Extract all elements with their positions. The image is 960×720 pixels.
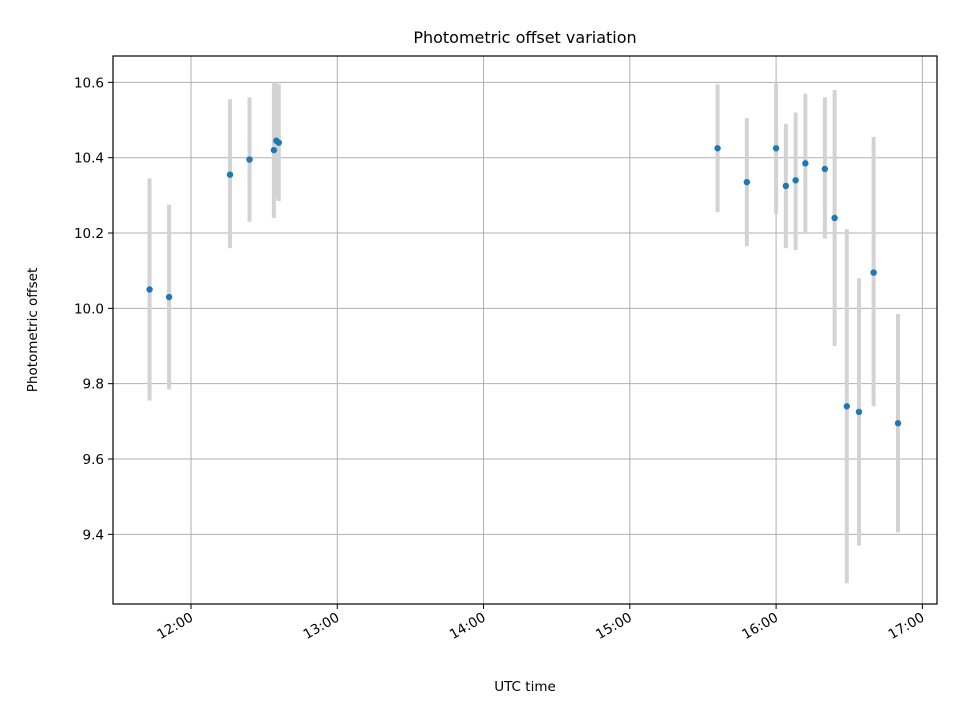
x-axis-label: UTC time bbox=[494, 679, 556, 695]
x-tick-label: 15:00 bbox=[593, 610, 635, 643]
y-tick-label: 9.8 bbox=[83, 377, 104, 393]
data-point bbox=[270, 146, 278, 154]
axis-ticks bbox=[108, 81, 923, 609]
y-axis-label: Photometric offset bbox=[25, 268, 41, 392]
data-point bbox=[821, 165, 829, 173]
data-point bbox=[870, 269, 877, 276]
data-points bbox=[146, 137, 902, 427]
x-tick-label: 17:00 bbox=[886, 610, 928, 643]
plot-frame bbox=[112, 55, 938, 605]
x-tick-label: 16:00 bbox=[739, 610, 781, 643]
y-tick-label: 9.6 bbox=[83, 452, 104, 468]
y-tick-label: 10.4 bbox=[74, 151, 104, 167]
x-tick-label: 14:00 bbox=[447, 610, 489, 643]
data-point bbox=[802, 160, 809, 167]
data-point bbox=[246, 156, 253, 163]
data-point bbox=[855, 408, 863, 416]
data-point bbox=[165, 293, 173, 301]
data-point bbox=[792, 177, 799, 184]
tick-labels: 12:00 13:00 14:00 15:00 16:00 17:00 9.4 9.6 9.8 1… bbox=[74, 75, 927, 643]
x-tick-label: 12:00 bbox=[154, 610, 196, 643]
y-tick-label: 10.6 bbox=[74, 75, 104, 91]
y-tick-label: 10.0 bbox=[74, 301, 104, 317]
x-tick-label: 13:00 bbox=[301, 610, 343, 643]
data-point bbox=[146, 286, 153, 293]
data-point bbox=[831, 214, 838, 222]
grid-lines bbox=[113, 56, 937, 604]
y-tick-label: 10.2 bbox=[74, 226, 104, 242]
data-point bbox=[743, 178, 751, 186]
chart-title: Photometric offset variation bbox=[413, 28, 636, 47]
data-point bbox=[714, 145, 721, 152]
data-point bbox=[226, 171, 234, 178]
data-point bbox=[782, 182, 790, 190]
data-point bbox=[275, 139, 282, 146]
data-point bbox=[843, 403, 850, 410]
y-tick-label: 9.4 bbox=[83, 527, 104, 543]
data-point bbox=[772, 145, 780, 152]
data-point bbox=[894, 420, 902, 427]
